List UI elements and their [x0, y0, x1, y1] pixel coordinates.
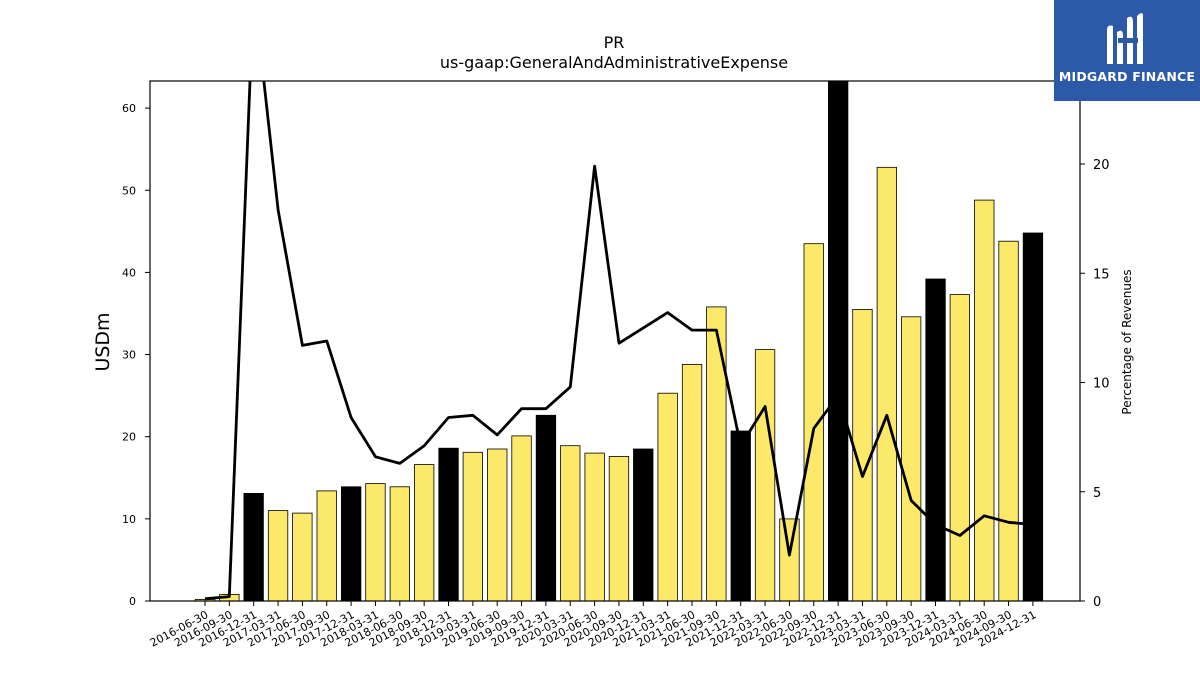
- bar: [754, 349, 776, 601]
- chart-title: PR: [604, 33, 625, 52]
- bar: [462, 451, 484, 601]
- y2-tick-label: 5: [1093, 486, 1101, 501]
- bar: [828, 81, 849, 601]
- bar: [901, 316, 922, 601]
- y-tick-label: 20: [122, 431, 136, 444]
- bar: [292, 512, 313, 601]
- bar: [949, 294, 970, 601]
- bar: [779, 518, 800, 601]
- bar: [413, 464, 435, 601]
- bar: [535, 414, 557, 601]
- bar: [974, 199, 995, 601]
- series-line: [204, 81, 1034, 601]
- bar: [730, 430, 751, 601]
- y2-tick-label: 15: [1093, 267, 1110, 282]
- bar: [876, 166, 897, 601]
- bar: [194, 599, 216, 601]
- y-tick-label: 50: [122, 184, 136, 197]
- bar: [681, 363, 703, 601]
- brand-logo: MIDGARD FINANCE: [1054, 0, 1200, 101]
- brand-name: MIDGARD FINANCE: [1058, 69, 1196, 84]
- bar: [487, 448, 508, 601]
- bar: [438, 447, 459, 601]
- y2-tick-label: 0: [1093, 595, 1101, 610]
- bar: [633, 448, 654, 601]
- bar: [584, 452, 605, 601]
- plot-area: 0102030405060051015202016-06-302016-09-3…: [122, 80, 1110, 650]
- bar: [803, 243, 824, 601]
- bar: [657, 392, 678, 601]
- bar: [511, 435, 532, 601]
- y-tick-label: 0: [129, 595, 136, 608]
- bar: [608, 455, 630, 601]
- bar: [1022, 232, 1044, 601]
- y2-tick-label: 10: [1093, 377, 1110, 392]
- y-tick-label: 60: [122, 102, 136, 115]
- bar: [706, 306, 727, 601]
- y-tick-label: 30: [122, 349, 136, 362]
- bar: [998, 240, 1019, 601]
- y2-axis-label: Percentage of Revenues: [1120, 269, 1134, 414]
- chart-subtitle: us-gaap:GeneralAndAdministrativeExpense: [440, 53, 788, 72]
- plot-frame: [149, 80, 1081, 602]
- bar: [340, 486, 362, 601]
- bar: [267, 510, 289, 601]
- bar: [365, 483, 386, 601]
- y-tick-label: 40: [122, 266, 136, 279]
- bar: [316, 490, 337, 601]
- y2-tick-label: 20: [1093, 158, 1110, 173]
- bar: [560, 445, 581, 601]
- midgard-logo-icon: [1107, 13, 1143, 65]
- bar: [925, 278, 946, 601]
- bar: [243, 492, 264, 601]
- bar: [389, 486, 411, 601]
- y-axis-label: USDm: [92, 312, 114, 371]
- y-tick-label: 10: [122, 513, 136, 526]
